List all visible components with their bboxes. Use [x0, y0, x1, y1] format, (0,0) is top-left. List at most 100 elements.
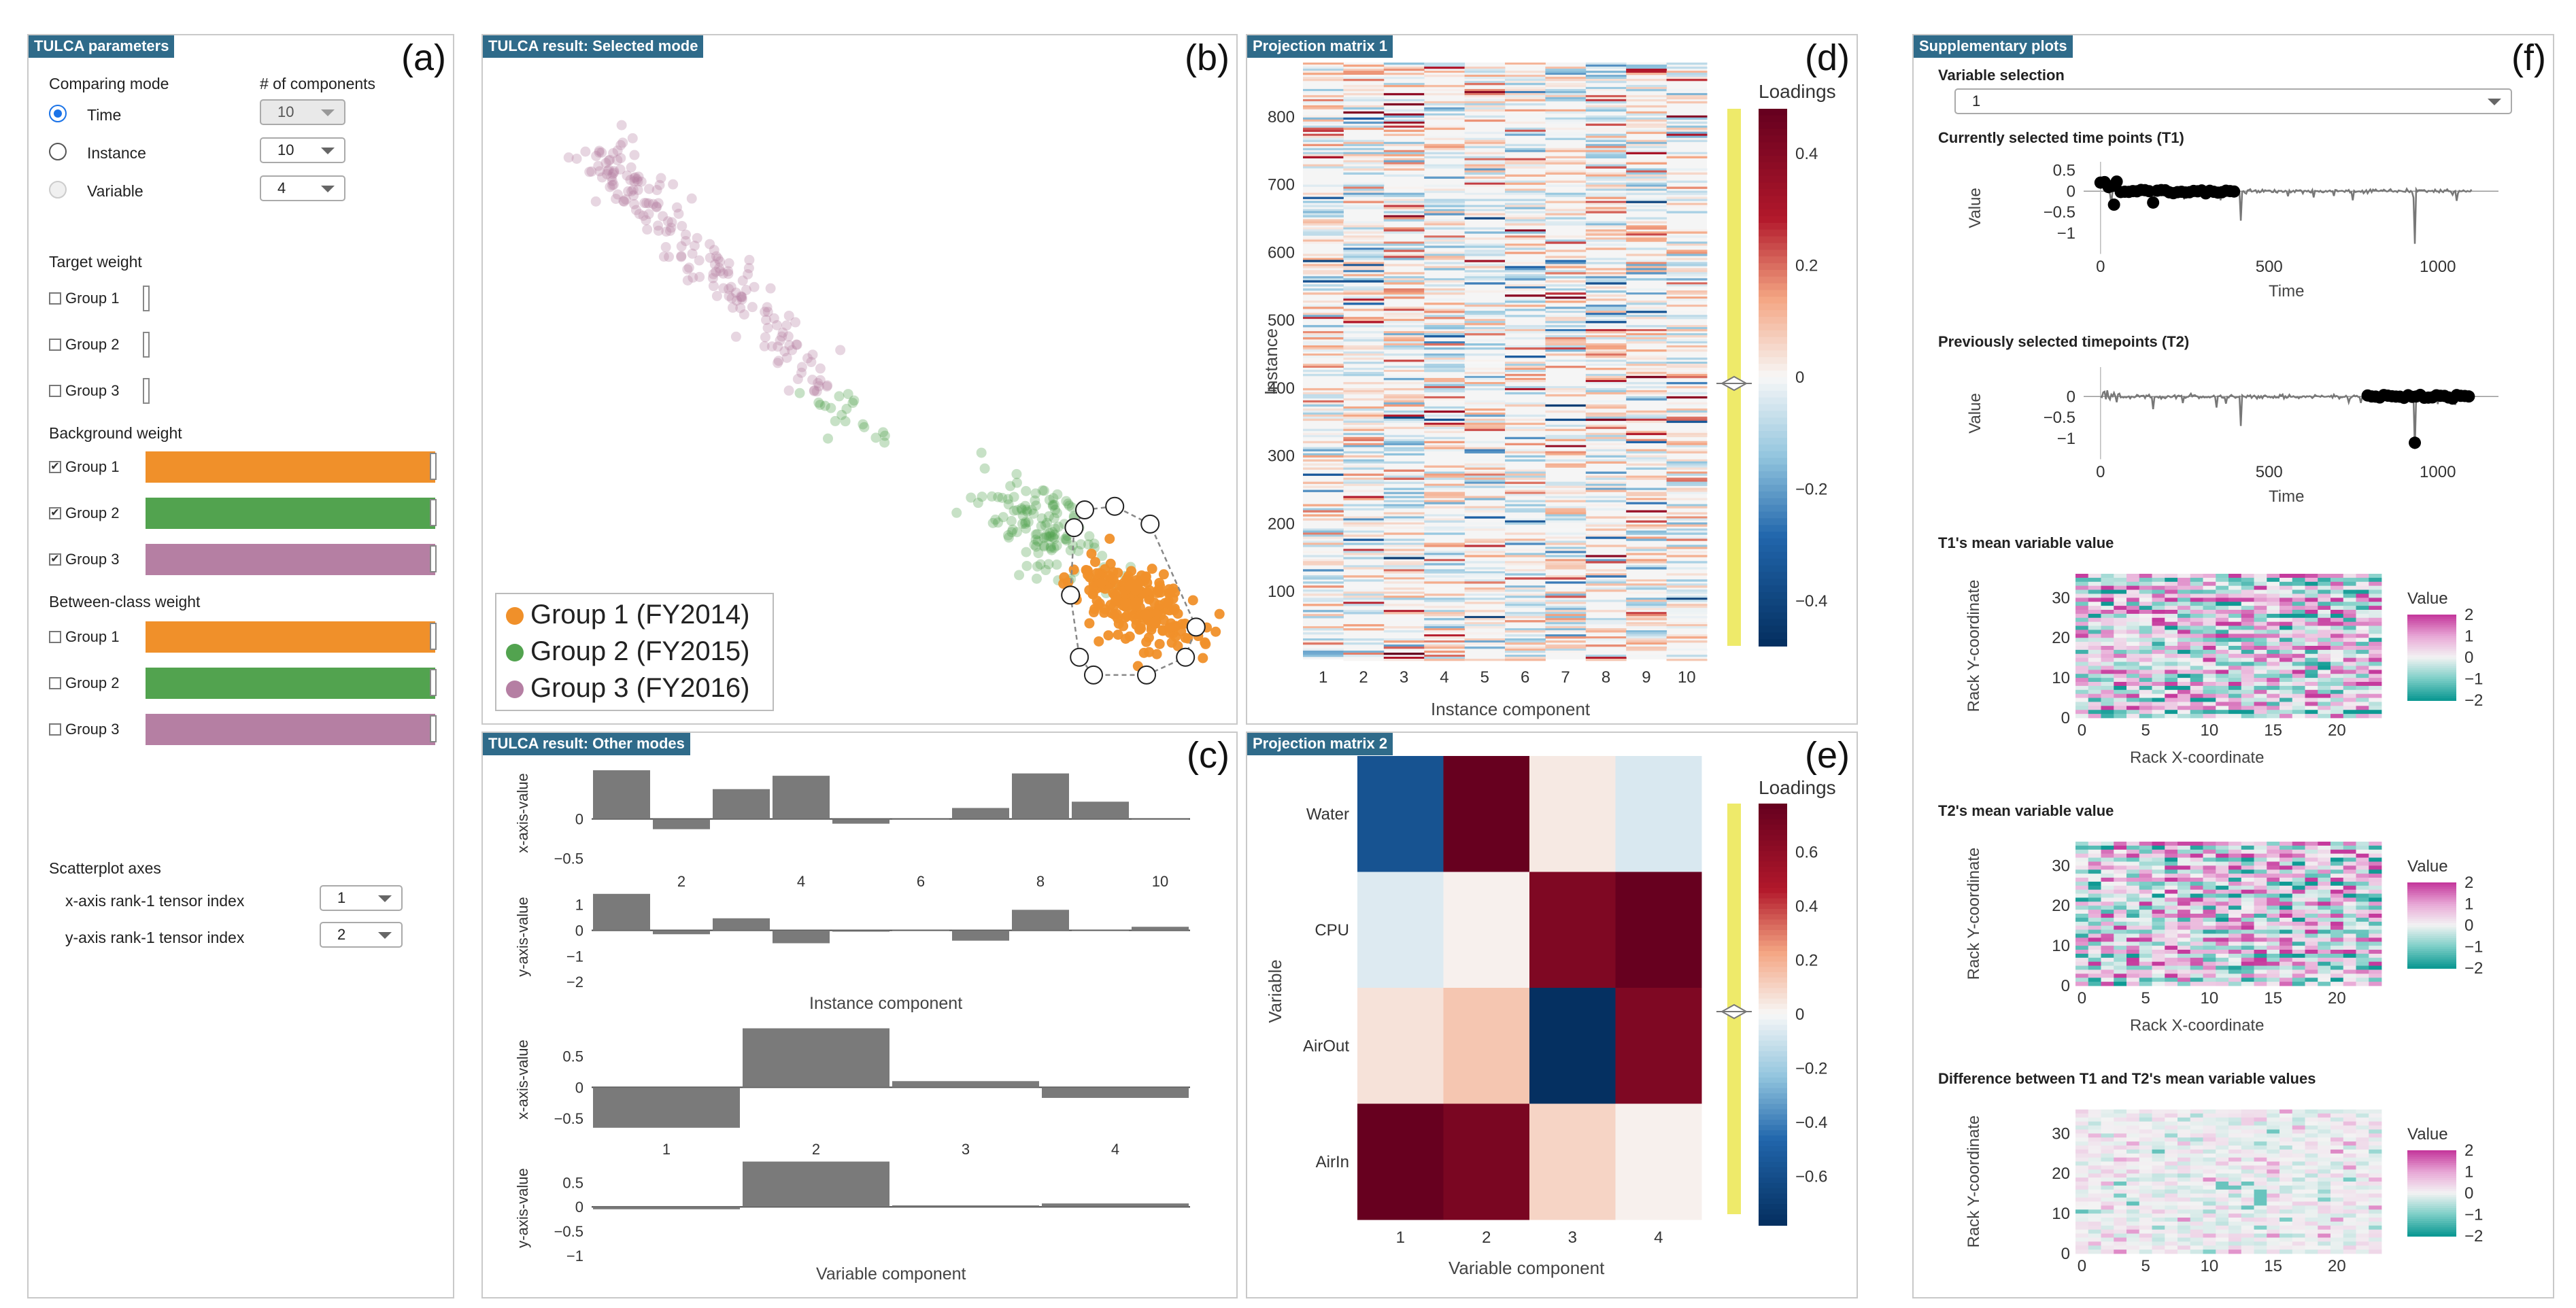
slider-handle[interactable] — [430, 499, 437, 526]
mode-label: Time — [87, 106, 122, 124]
heatmap-cell — [2114, 937, 2127, 942]
colorbar-segment — [2407, 927, 2456, 931]
heatmap-cell — [2228, 878, 2242, 882]
background-group3-checkbox[interactable]: ✔ — [49, 553, 61, 566]
heatmap-cell — [2190, 657, 2203, 662]
slider-handle[interactable] — [430, 545, 437, 572]
colorbar-segment — [2407, 627, 2456, 631]
heatmap-cell — [2101, 674, 2114, 678]
slider-handle[interactable] — [430, 453, 437, 480]
heatmap-cell — [1383, 276, 1425, 279]
background-group2-slider[interactable] — [146, 498, 437, 529]
scatter-point — [1164, 622, 1174, 633]
heatmap-cell — [1343, 408, 1385, 411]
legend-item-group1[interactable]: Group 1 (FY2014) — [506, 600, 749, 630]
scatter-point — [736, 291, 747, 302]
heatmap-cell — [1626, 463, 1667, 466]
heatmap-cell — [1585, 109, 1627, 112]
target-group2-checkbox[interactable] — [49, 339, 61, 351]
heatmap-cell — [1424, 201, 1465, 203]
heatmap-cell — [1464, 323, 1506, 326]
heatmap-cell — [2190, 885, 2203, 891]
heatmap-cell — [1666, 573, 1708, 576]
heatmap-cell — [1303, 598, 1344, 600]
heatmap-cell — [1383, 133, 1425, 137]
heatmap-cell — [2177, 706, 2191, 710]
panel-title: Supplementary plots — [1914, 35, 2073, 58]
bar — [593, 1207, 740, 1209]
heatmap-cell — [2305, 625, 2318, 630]
scatter-point — [1021, 523, 1032, 534]
heatmap-cell — [1464, 70, 1506, 73]
heatmap-cell — [1545, 78, 1587, 82]
legend-item-group3[interactable]: Group 3 (FY2016) — [506, 673, 749, 704]
colorbar-segment — [1759, 935, 1787, 942]
y-axis-index-select[interactable]: 2 — [320, 922, 403, 948]
heatmap-cell — [1545, 260, 1587, 262]
scatter-point — [611, 193, 622, 204]
target-group3-slider[interactable] — [143, 378, 150, 404]
heatmap-cell — [1424, 514, 1465, 517]
slider-handle[interactable] — [430, 669, 437, 696]
heatmap-cell — [2114, 1129, 2127, 1134]
background-group1-checkbox[interactable]: ✔ — [49, 461, 61, 473]
between-group2-checkbox[interactable] — [49, 677, 61, 689]
heatmap-cell — [2280, 706, 2293, 710]
heatmap-cell — [1383, 416, 1425, 419]
heatmap-cell — [1626, 630, 1667, 633]
radio-time[interactable] — [49, 105, 67, 122]
background-group1-slider[interactable] — [146, 451, 437, 483]
heatmap-cell — [1505, 243, 1546, 246]
heatmap-cell — [1505, 80, 1546, 84]
target-group1-slider[interactable] — [143, 286, 150, 311]
legend-item-group2[interactable]: Group 2 (FY2015) — [506, 636, 749, 667]
heatmap-cell — [2267, 714, 2280, 719]
heatmap-cell — [1585, 203, 1627, 205]
heatmap-cell — [2318, 965, 2331, 970]
heatmap-cell — [1545, 489, 1587, 492]
bar — [653, 930, 710, 935]
target-group2-slider[interactable] — [143, 332, 150, 358]
heatmap-cell — [2292, 702, 2305, 706]
scatterplot[interactable] — [483, 35, 1236, 723]
slider-handle[interactable] — [430, 715, 437, 742]
heatmap-cell — [1464, 207, 1506, 209]
heatmap-cell — [2292, 693, 2305, 698]
radio-instance[interactable] — [49, 143, 67, 160]
heatmap-cell — [2152, 625, 2165, 630]
heatmap-cell — [2241, 1117, 2254, 1122]
between-group1-slider[interactable] — [146, 621, 437, 653]
heatmap-cell — [1343, 72, 1385, 75]
background-group2-checkbox[interactable]: ✔ — [49, 507, 61, 519]
heatmap-cell — [1383, 549, 1425, 551]
instance-components-select[interactable]: 10 — [260, 137, 345, 163]
heatmap-cell — [1666, 547, 1708, 549]
x-axis-index-select[interactable]: 1 — [320, 885, 403, 911]
heatmap-cell — [1383, 109, 1425, 112]
heatmap-cell — [1545, 555, 1587, 557]
target-group3-checkbox[interactable] — [49, 385, 61, 397]
slider-handle[interactable] — [430, 623, 437, 650]
variable-selection-select[interactable]: 1 — [1954, 88, 2512, 114]
between-group3-slider[interactable] — [146, 714, 437, 745]
heatmap-cell — [2177, 593, 2191, 598]
heatmap-cell — [2241, 642, 2254, 647]
heatmap-cell — [1666, 252, 1708, 254]
heatmap-cell — [2331, 702, 2344, 706]
target-group1-checkbox[interactable] — [49, 292, 61, 305]
mode-label: Instance — [87, 144, 146, 162]
background-group3-slider[interactable] — [146, 544, 437, 575]
colorbar-segment — [1759, 404, 1787, 412]
between-group3-checkbox[interactable] — [49, 723, 61, 736]
x-tick-label: 20 — [2328, 721, 2346, 740]
heatmap-cell — [2165, 910, 2178, 914]
heatmap-cell — [1343, 288, 1385, 291]
between-group2-slider[interactable] — [146, 668, 437, 699]
between-group1-checkbox[interactable] — [49, 631, 61, 643]
variable-components-select[interactable]: 4 — [260, 175, 345, 201]
scatter-point — [1170, 587, 1181, 598]
heatmap-cell — [2369, 598, 2382, 602]
